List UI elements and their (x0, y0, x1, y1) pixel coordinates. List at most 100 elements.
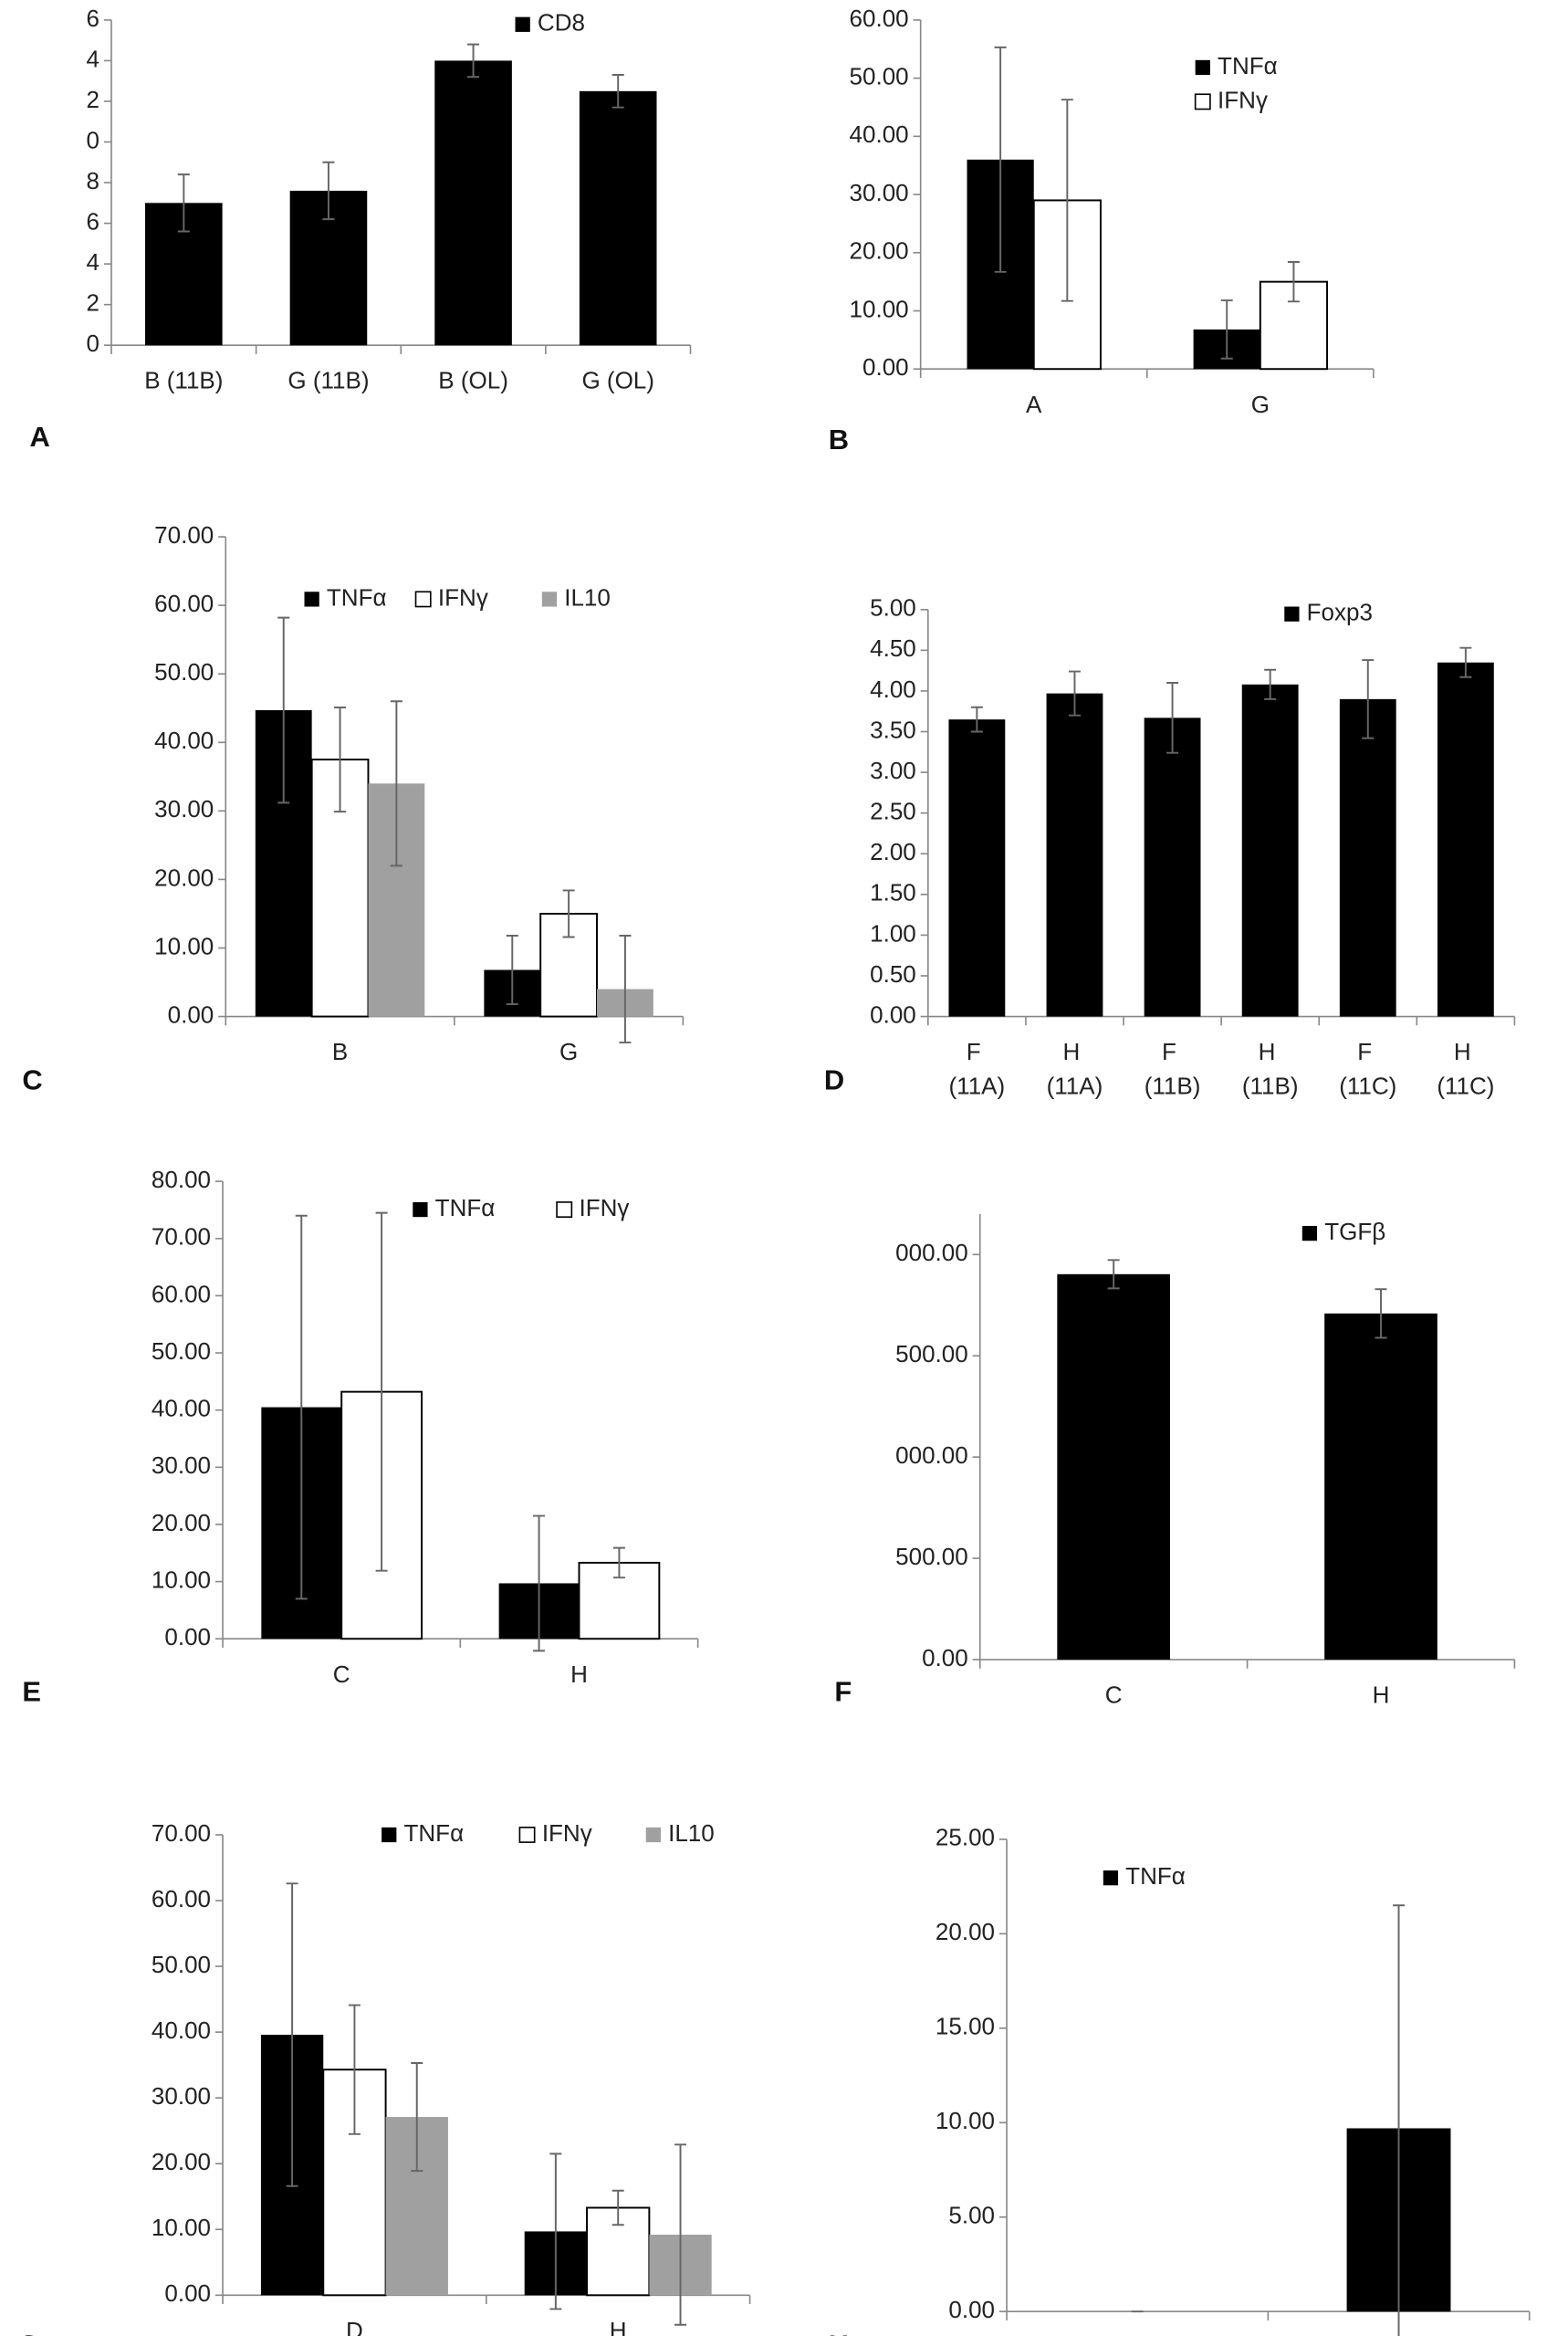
error-bar (994, 46, 1007, 273)
x-tick-label: F (11A) (949, 1038, 1006, 1099)
y-tick-label: 000.00 (895, 1441, 968, 1469)
x-tick-label: A (1026, 391, 1042, 418)
y-tick-label: 0.00 (168, 1000, 214, 1028)
panel-letter: C (22, 1063, 42, 1095)
error-bar (334, 707, 347, 813)
x-tick-label: D (346, 2317, 363, 2336)
x-tick-label: G (OL) (581, 367, 654, 394)
y-tick-label: 40.00 (154, 727, 214, 754)
error-bar (1061, 99, 1073, 302)
y-tick-label: 5.00 (870, 594, 916, 622)
y-tick-label: 0.50 (870, 960, 916, 988)
y-tick-label: 70.00 (152, 1223, 211, 1251)
bar (1339, 698, 1396, 1017)
error-bar (562, 889, 575, 938)
error-bar (286, 1882, 298, 2187)
legend-swatch (515, 16, 530, 32)
y-tick-label: 0.00 (948, 2296, 995, 2323)
y-tick-label: 2 (87, 86, 99, 113)
x-tick-label: H (11C) (1437, 1038, 1494, 1099)
y-tick-label: 30.00 (152, 2082, 211, 2110)
y-tick-label: 000.00 (895, 1239, 968, 1266)
y-tick-label: 1.00 (870, 919, 916, 947)
y-tick-label: 500.00 (895, 1543, 968, 1570)
x-tick-label: C (333, 1660, 350, 1688)
y-tick-label: 8 (87, 167, 99, 194)
error-bar (1264, 668, 1277, 700)
y-tick-label: 40.00 (152, 1395, 211, 1422)
y-tick-label: 5.00 (948, 2202, 995, 2229)
error-bar (674, 2143, 687, 2326)
bar (1437, 662, 1494, 1017)
y-tick-label: 20.00 (936, 1918, 995, 1945)
error-bar (1220, 299, 1233, 360)
error-bar (612, 2189, 624, 2226)
error-bar (390, 700, 402, 867)
error-bar (1068, 670, 1081, 717)
x-tick-label: H (11A) (1047, 1038, 1103, 1099)
panel-letter: A (30, 421, 50, 453)
legend-swatch (382, 1827, 397, 1843)
y-tick-label: 50.00 (850, 63, 909, 90)
bar (434, 60, 512, 346)
error-bar (612, 74, 624, 109)
y-tick-label: 6 (87, 5, 99, 32)
error-bar (619, 934, 632, 1044)
y-tick-label: 10.00 (936, 2107, 995, 2134)
legend-label: TNFα (435, 1194, 496, 1221)
y-tick-label: 60.00 (152, 1885, 211, 1912)
x-tick-label: H (11B) (1242, 1038, 1299, 1099)
panel-letter: F (834, 1676, 852, 1708)
y-tick-label: 40.00 (152, 2017, 211, 2044)
legend-label: TNFα (1125, 1862, 1186, 1890)
legend-swatch (304, 592, 319, 607)
y-tick-label: 70.00 (152, 1819, 211, 1847)
y-tick-label: 15.00 (936, 2013, 995, 2040)
error-bar (970, 706, 983, 733)
y-tick-label: 6 (87, 207, 99, 235)
y-tick-label: 0 (87, 330, 99, 357)
error-bar (1107, 1259, 1120, 1290)
x-tick-label: G (559, 1038, 578, 1065)
panel-letter: G (18, 2329, 40, 2336)
error-bar (549, 2153, 562, 2310)
legend-label: IL10 (564, 583, 611, 611)
y-tick-label: 20.00 (154, 864, 214, 891)
error-bar (1287, 261, 1300, 303)
x-tick-label: B (332, 1038, 348, 1065)
error-bar (1375, 1288, 1387, 1339)
x-tick-label: B (11B) (144, 367, 223, 394)
legend-label: IFNγ (438, 583, 488, 611)
bar (1057, 1273, 1170, 1660)
y-tick-label: 0 (87, 126, 99, 153)
error-bar (1459, 646, 1472, 678)
legend-label: IFNγ (579, 1194, 629, 1221)
y-tick-label: 2 (87, 289, 99, 317)
y-tick-label: 20.00 (152, 2148, 211, 2175)
y-tick-label: 0.00 (862, 353, 909, 381)
y-tick-label: 3.50 (870, 716, 916, 743)
y-tick-label: 2.50 (870, 798, 916, 825)
error-bar (1362, 659, 1375, 739)
bar (1241, 684, 1299, 1017)
y-tick-label: 3.00 (870, 757, 916, 784)
x-tick-label: B (OL) (438, 367, 508, 394)
y-tick-label: 0.00 (164, 2279, 211, 2307)
error-bar (177, 173, 190, 233)
error-bar (277, 616, 290, 804)
y-tick-label: 10.00 (850, 295, 909, 322)
bar (579, 90, 657, 346)
panel-letter: H (829, 2329, 849, 2336)
x-tick-label: H (1373, 1681, 1390, 1709)
error-bar (1393, 1904, 1406, 2336)
bar (1046, 693, 1103, 1017)
y-tick-label: 10.00 (152, 2214, 211, 2241)
x-tick-label: C (1105, 1681, 1123, 1709)
error-bar (348, 2004, 361, 2135)
error-bar (467, 43, 480, 79)
legend-label: Foxp3 (1307, 599, 1373, 626)
y-tick-label: 30.00 (850, 179, 909, 206)
y-tick-label: 50.00 (154, 658, 214, 686)
legend-swatch (1301, 1225, 1318, 1241)
y-tick-label: 20.00 (152, 1509, 211, 1536)
